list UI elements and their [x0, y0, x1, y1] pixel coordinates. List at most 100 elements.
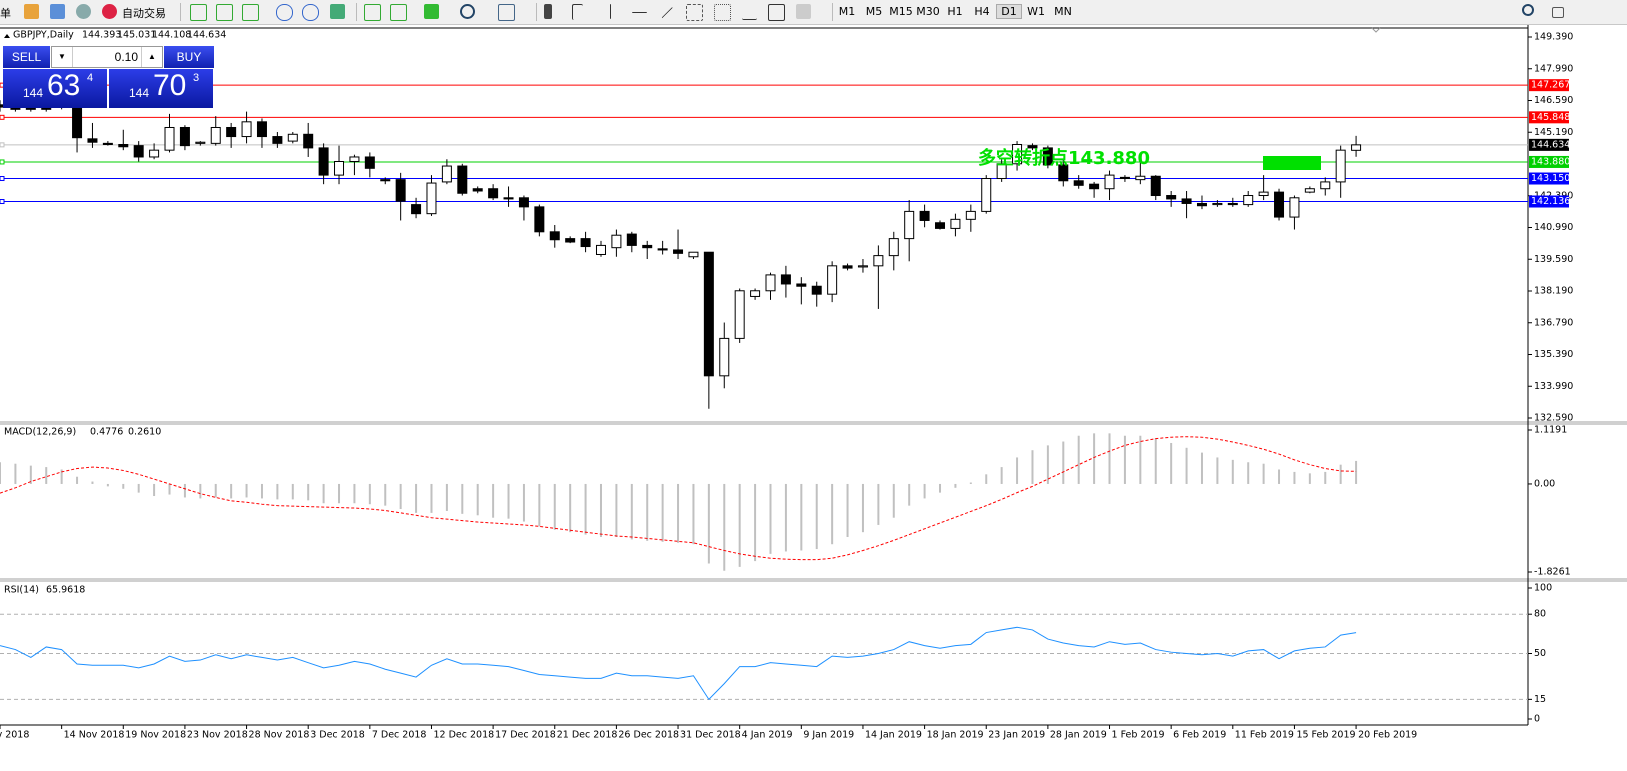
- candle-body: [842, 265, 853, 269]
- icon[interactable]: [610, 4, 612, 19]
- candle-body: [318, 147, 329, 176]
- candle-body: [935, 222, 946, 229]
- y-tick-label: 149.390: [1534, 32, 1573, 43]
- icon[interactable]: [714, 4, 731, 21]
- macd-bar: [106, 483, 109, 487]
- macd-bar: [338, 483, 341, 504]
- candle-body: [488, 188, 499, 199]
- icon[interactable]: [572, 4, 583, 20]
- level-marker: [0, 159, 5, 165]
- candle-body: [1135, 175, 1146, 181]
- icon[interactable]: [632, 12, 647, 14]
- candle-body: [441, 165, 452, 183]
- macd-bar: [707, 483, 710, 564]
- candle-body: [595, 244, 606, 255]
- macd-bar: [846, 483, 849, 537]
- price-point: 4: [87, 72, 94, 84]
- icon[interactable]: [460, 4, 475, 19]
- macd-bar: [1093, 433, 1096, 484]
- candle-body: [688, 251, 699, 258]
- icon[interactable]: [24, 4, 39, 19]
- icon[interactable]: [50, 4, 65, 19]
- macd-bar: [553, 483, 556, 530]
- macd-bar: [923, 483, 926, 499]
- restore[interactable]: [1552, 7, 1564, 18]
- x-tick-label: 9 Jan 2019: [803, 730, 854, 741]
- x-tick-label: 21 Dec 2018: [557, 730, 618, 741]
- macd-bar: [60, 469, 63, 484]
- timeframe[interactable]: MN: [1054, 5, 1072, 18]
- x-tick-label: 7 Dec 2018: [372, 730, 427, 741]
- timeframe[interactable]: M5: [865, 5, 883, 18]
- macd-bar: [507, 483, 510, 519]
- icon[interactable]: [364, 4, 381, 21]
- icon[interactable]: [544, 4, 552, 19]
- annotation: 多空转折点143.880: [978, 147, 1150, 169]
- macd-bar: [815, 483, 818, 550]
- x-tick-label: 6 Feb 2019: [1173, 730, 1226, 741]
- lot-value[interactable]: 0.10: [114, 50, 138, 64]
- icon[interactable]: [796, 4, 811, 19]
- timeframe[interactable]: M30: [916, 5, 940, 18]
- macd-bar: [1308, 473, 1311, 484]
- icon[interactable]: [216, 4, 233, 21]
- timeframe[interactable]: W1: [1027, 5, 1045, 18]
- candle-body: [719, 337, 730, 377]
- icon[interactable]: [242, 4, 259, 21]
- icon[interactable]: [302, 4, 319, 21]
- buy-button[interactable]: BUY: [164, 46, 214, 68]
- y-tick-label: 140.990: [1534, 222, 1573, 233]
- macd-bar: [368, 483, 371, 505]
- macd-bar: [954, 483, 957, 488]
- level-marker: [0, 199, 5, 205]
- candle-body: [210, 126, 221, 144]
- candle-body: [364, 156, 375, 169]
- rsi-line: [0, 626, 1357, 701]
- macd-bar: [384, 483, 387, 506]
- icon[interactable]: [498, 4, 515, 21]
- y-tick-label: 136.790: [1534, 317, 1573, 328]
- icon[interactable]: [102, 4, 117, 19]
- level-label: 145.848: [1531, 112, 1570, 123]
- macd-bar: [1154, 438, 1157, 484]
- ask-price[interactable]: 144 70 3: [109, 69, 213, 108]
- bid-price[interactable]: 144 63 4: [3, 69, 107, 108]
- candle-body: [904, 210, 915, 240]
- icon[interactable]: [390, 4, 407, 21]
- candle-body: [1150, 175, 1161, 197]
- auto-trading[interactable]: 自动交易: [122, 7, 166, 20]
- icon[interactable]: [424, 4, 439, 19]
- sell-button[interactable]: SELL: [3, 46, 50, 68]
- timeframe[interactable]: H1: [947, 5, 963, 18]
- x-tick-label: 1 Feb 2019: [1112, 730, 1165, 741]
- timeframe[interactable]: H4: [974, 5, 990, 18]
- one-click-trading: SELL ▼ 0.10 ▲ BUY 144 63 4 144 70 3: [3, 45, 214, 109]
- macd-bar: [969, 482, 972, 484]
- icon[interactable]: [76, 4, 91, 19]
- macd-bar: [461, 483, 464, 514]
- icon[interactable]: [686, 4, 703, 21]
- macd-bar: [584, 483, 587, 535]
- candle-body: [1181, 198, 1192, 204]
- y-tick-label: 139.590: [1534, 254, 1573, 265]
- timeframe[interactable]: M15: [889, 5, 913, 18]
- icon[interactable]: [276, 4, 293, 21]
- icon[interactable]: [190, 4, 207, 21]
- candle-body: [888, 238, 899, 257]
- search[interactable]: [1522, 4, 1534, 16]
- icon[interactable]: [742, 4, 757, 20]
- lot-input[interactable]: ▼ 0.10 ▲: [51, 46, 163, 68]
- level-marker: [0, 176, 5, 182]
- candle-body: [72, 106, 83, 139]
- macd-bar: [399, 483, 402, 510]
- candle-body: [380, 179, 391, 182]
- macd-bar: [1046, 445, 1049, 484]
- candle-body: [1166, 195, 1177, 200]
- timeframe[interactable]: M1: [838, 5, 856, 18]
- menu-item[interactable]: 单: [0, 7, 11, 20]
- candle-body: [179, 126, 190, 147]
- timeframe[interactable]: D1: [996, 4, 1022, 19]
- macd-bar: [861, 483, 864, 533]
- icon[interactable]: [768, 4, 785, 21]
- icon[interactable]: [330, 4, 345, 19]
